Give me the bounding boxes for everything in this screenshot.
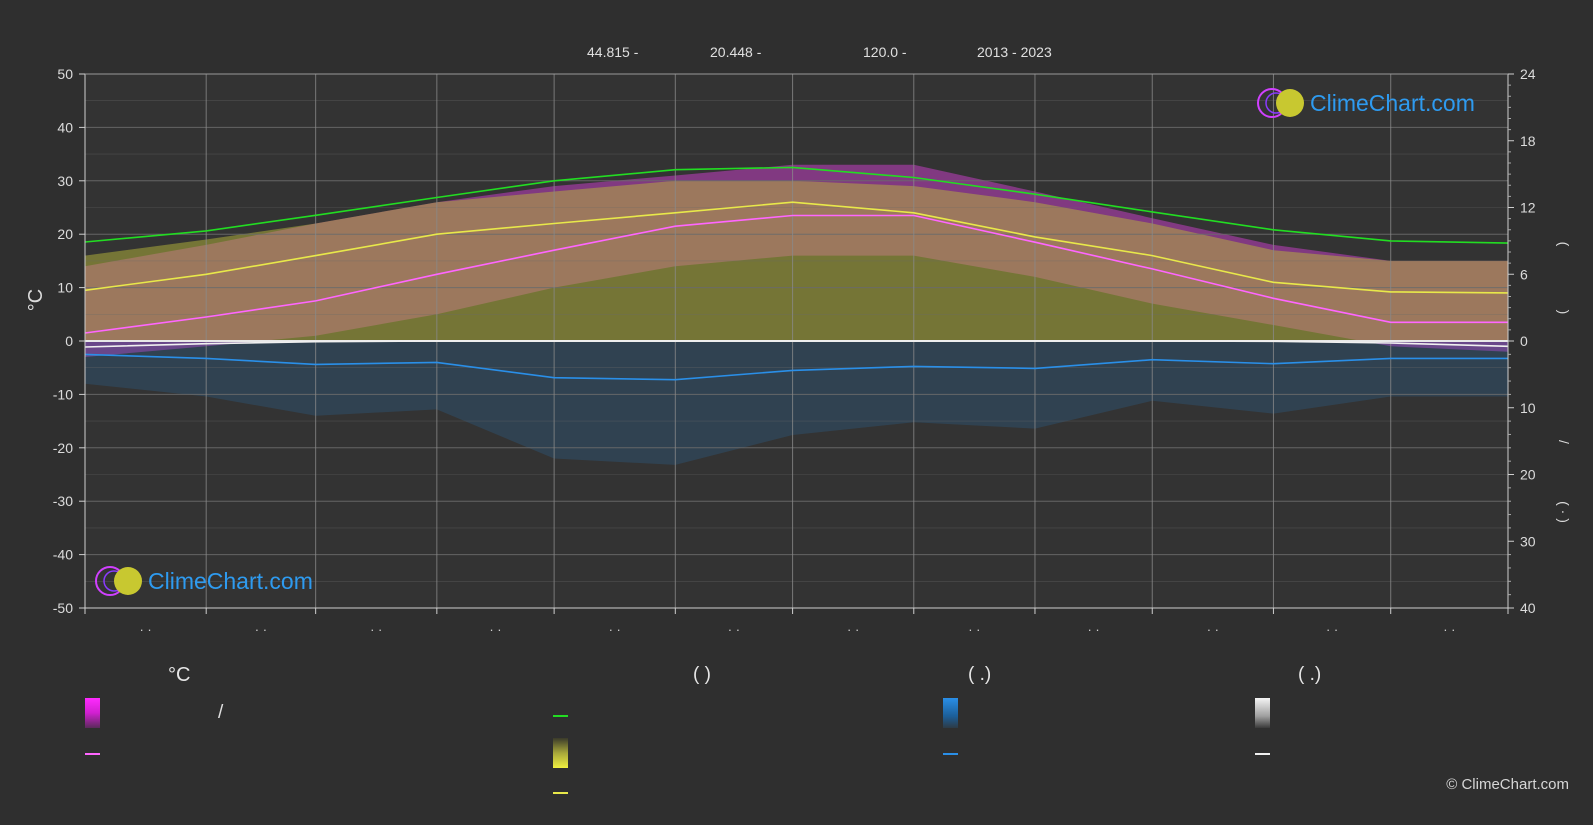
logo-top: ClimeChart.com xyxy=(1257,88,1475,118)
legend-line-daylight xyxy=(553,715,568,717)
right-top-tick-label: 6 xyxy=(1520,266,1528,282)
month-label: · · xyxy=(728,622,740,637)
left-tick-label: 20 xyxy=(57,226,73,242)
left-tick-label: -20 xyxy=(53,440,73,456)
left-tick-label: 40 xyxy=(57,119,73,135)
logo-text: ClimeChart.com xyxy=(1310,90,1475,116)
legend-head-temperature: °C xyxy=(168,664,191,686)
logo-bottom: ClimeChart.com xyxy=(95,566,313,596)
right-bottom-tick-label: 40 xyxy=(1520,600,1536,616)
legend-swatch-temp-range xyxy=(85,698,100,728)
series-line-4 xyxy=(84,340,1509,348)
logo-sun-icon xyxy=(114,567,142,595)
month-label: · · xyxy=(1087,622,1099,637)
right-axis-paren-close: ) xyxy=(1556,310,1572,315)
right-top-tick-label: 0 xyxy=(1520,333,1528,349)
right-axis-paren-low: ( · ) xyxy=(1556,501,1572,523)
left-axis-unit: °C xyxy=(25,289,47,311)
left-tick-label: 10 xyxy=(57,280,73,296)
logo-sun-icon xyxy=(1276,89,1304,117)
month-label: · · xyxy=(370,622,382,637)
left-tick-label: -30 xyxy=(53,493,73,509)
left-tick-label: 30 xyxy=(57,173,73,189)
right-axis-slash: / xyxy=(1556,440,1572,444)
right-top-tick-label: 18 xyxy=(1520,133,1536,149)
month-label: · · xyxy=(489,622,501,637)
header-longitude: 20.448 - xyxy=(710,44,762,60)
legend-swatch-precip xyxy=(943,698,958,728)
right-bottom-tick-label: 10 xyxy=(1520,400,1536,416)
right-bottom-tick-label: 30 xyxy=(1520,533,1536,549)
left-tick-label: -40 xyxy=(53,547,73,563)
legend-head-precip: ( .) xyxy=(968,664,992,685)
month-label: · · xyxy=(1443,622,1455,637)
month-label: · · xyxy=(139,622,151,637)
legend-swatch-sunshine xyxy=(553,738,568,768)
header-years: 2013 - 2023 xyxy=(977,44,1052,60)
left-tick-label: -10 xyxy=(53,386,73,402)
month-label: · · xyxy=(847,622,859,637)
series-line-3 xyxy=(84,353,1508,381)
header-latitude: 44.815 - xyxy=(587,44,639,60)
series-line-1 xyxy=(84,201,1509,294)
legend-slash: / xyxy=(218,702,224,723)
copyright: © ClimeChart.com xyxy=(1446,776,1569,793)
logo-text: ClimeChart.com xyxy=(148,568,313,594)
legend-line-precip xyxy=(943,753,958,755)
header-elevation: 120.0 - xyxy=(863,44,907,60)
right-top-tick-label: 24 xyxy=(1520,66,1536,82)
legend-line-mean-temp xyxy=(85,753,100,755)
right-top-tick-label: 12 xyxy=(1520,200,1536,216)
right-axis-paren-open: ( xyxy=(1556,242,1572,247)
legend-swatch-snow xyxy=(1255,698,1270,728)
month-label: · · xyxy=(255,622,267,637)
left-tick-label: 50 xyxy=(57,66,73,82)
month-label: · · xyxy=(1207,622,1219,637)
legend-head-snow: ( .) xyxy=(1298,664,1322,685)
month-label: · · xyxy=(1326,622,1338,637)
legend-line-sunshine xyxy=(553,792,568,794)
left-tick-label: -50 xyxy=(53,600,73,616)
month-label: · · xyxy=(968,622,980,637)
month-label: · · xyxy=(609,622,621,637)
series-line-2 xyxy=(84,214,1508,334)
left-tick-label: 0 xyxy=(65,333,73,349)
legend-head-daylight: ( ) xyxy=(693,664,711,685)
legend-line-snow xyxy=(1255,753,1270,755)
series-line-0 xyxy=(84,166,1509,244)
right-bottom-tick-label: 20 xyxy=(1520,467,1536,483)
grid xyxy=(84,73,1509,609)
